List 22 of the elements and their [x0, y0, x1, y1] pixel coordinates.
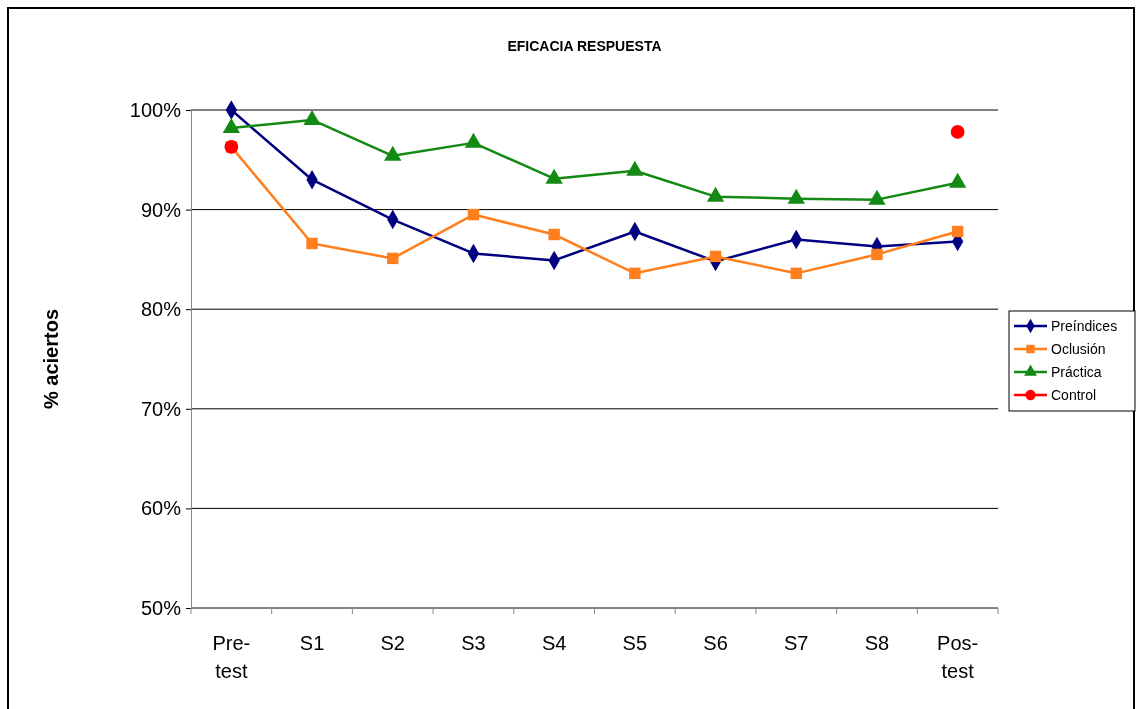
y-tick-label: 50%	[140, 596, 182, 619]
y-tick-label: 80%	[140, 298, 182, 321]
x-tick-label: S8	[864, 632, 890, 654]
x-tick-label: Pre-test	[212, 632, 251, 682]
chart-title: EFICACIA RESPUESTA	[507, 38, 662, 54]
x-tick-label: Pos-test	[937, 632, 979, 682]
legend-label: Control	[1051, 387, 1097, 403]
x-tick-label: S2	[380, 632, 405, 654]
legend-label: Preíndices	[1051, 318, 1118, 334]
legend-label: Práctica	[1051, 364, 1102, 380]
y-tick-label: 100%	[129, 98, 182, 121]
x-tick-label: S3	[461, 632, 486, 654]
x-tick-label: S4	[541, 632, 567, 654]
legend-label: Oclusión	[1051, 341, 1106, 357]
x-tick-label: S1	[299, 632, 325, 654]
x-tick-label: S7	[784, 632, 809, 654]
y-axis-title: % aciertos	[40, 308, 62, 410]
x-tick-label: S5	[622, 632, 648, 654]
y-tick-label: 70%	[140, 397, 182, 420]
y-tick-label: 90%	[140, 198, 182, 221]
y-tick-label: 60%	[140, 497, 182, 520]
x-tick-label: S6	[703, 632, 728, 654]
